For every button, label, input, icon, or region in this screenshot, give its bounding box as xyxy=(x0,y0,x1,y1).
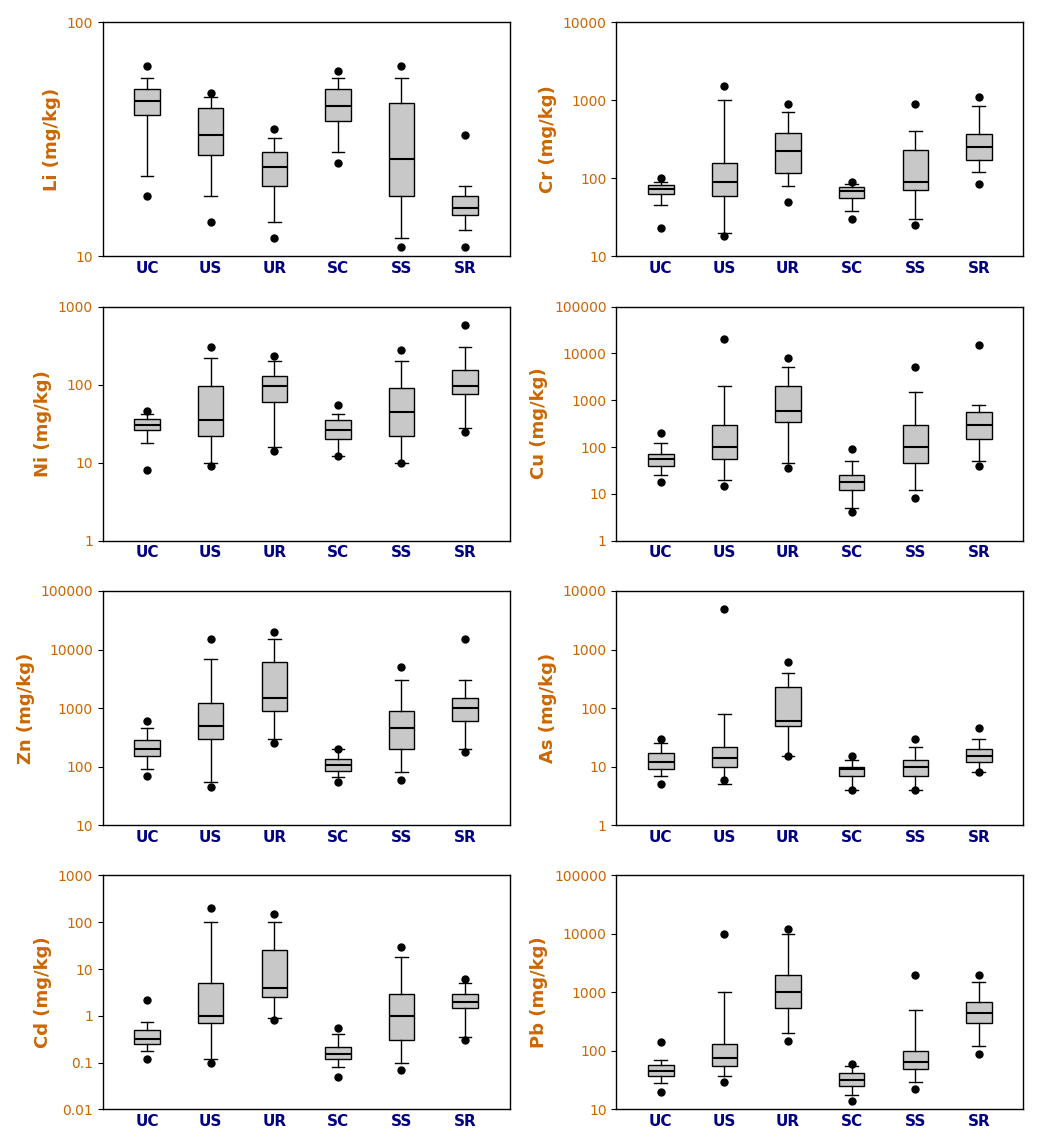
PathPatch shape xyxy=(326,1046,350,1059)
PathPatch shape xyxy=(452,196,477,215)
PathPatch shape xyxy=(389,388,414,435)
PathPatch shape xyxy=(966,749,991,762)
PathPatch shape xyxy=(711,746,737,767)
PathPatch shape xyxy=(452,994,477,1007)
PathPatch shape xyxy=(903,425,928,463)
PathPatch shape xyxy=(389,711,414,749)
PathPatch shape xyxy=(326,421,350,439)
PathPatch shape xyxy=(839,1073,864,1086)
Y-axis label: Cd (mg/kg): Cd (mg/kg) xyxy=(34,936,52,1049)
PathPatch shape xyxy=(326,759,350,770)
PathPatch shape xyxy=(261,376,287,402)
PathPatch shape xyxy=(711,425,737,460)
PathPatch shape xyxy=(648,1065,674,1076)
PathPatch shape xyxy=(134,1030,160,1044)
PathPatch shape xyxy=(903,1051,928,1068)
PathPatch shape xyxy=(966,134,991,160)
Y-axis label: Li (mg/kg): Li (mg/kg) xyxy=(43,87,61,190)
PathPatch shape xyxy=(134,740,160,756)
Y-axis label: Pb (mg/kg): Pb (mg/kg) xyxy=(530,936,548,1049)
PathPatch shape xyxy=(134,419,160,430)
PathPatch shape xyxy=(389,103,414,196)
PathPatch shape xyxy=(198,108,224,155)
PathPatch shape xyxy=(261,950,287,997)
PathPatch shape xyxy=(452,370,477,394)
PathPatch shape xyxy=(648,454,674,465)
Y-axis label: Zn (mg/kg): Zn (mg/kg) xyxy=(17,652,34,763)
PathPatch shape xyxy=(134,88,160,116)
PathPatch shape xyxy=(711,1044,737,1066)
PathPatch shape xyxy=(839,767,864,776)
PathPatch shape xyxy=(261,662,287,711)
PathPatch shape xyxy=(198,704,224,739)
PathPatch shape xyxy=(648,185,674,195)
PathPatch shape xyxy=(775,133,801,173)
PathPatch shape xyxy=(452,698,477,721)
Y-axis label: As (mg/kg): As (mg/kg) xyxy=(539,653,557,763)
PathPatch shape xyxy=(648,753,674,769)
PathPatch shape xyxy=(839,187,864,198)
PathPatch shape xyxy=(839,476,864,490)
Y-axis label: Cr (mg/kg): Cr (mg/kg) xyxy=(539,85,557,193)
PathPatch shape xyxy=(966,413,991,439)
PathPatch shape xyxy=(261,151,287,186)
PathPatch shape xyxy=(326,88,350,120)
PathPatch shape xyxy=(198,386,224,435)
PathPatch shape xyxy=(775,686,801,725)
PathPatch shape xyxy=(389,994,414,1041)
PathPatch shape xyxy=(903,760,928,776)
PathPatch shape xyxy=(711,164,737,196)
Y-axis label: Ni (mg/kg): Ni (mg/kg) xyxy=(34,370,52,477)
PathPatch shape xyxy=(903,150,928,190)
PathPatch shape xyxy=(775,386,801,422)
PathPatch shape xyxy=(966,1002,991,1023)
PathPatch shape xyxy=(775,975,801,1007)
Y-axis label: Cu (mg/kg): Cu (mg/kg) xyxy=(530,368,548,479)
PathPatch shape xyxy=(198,983,224,1023)
